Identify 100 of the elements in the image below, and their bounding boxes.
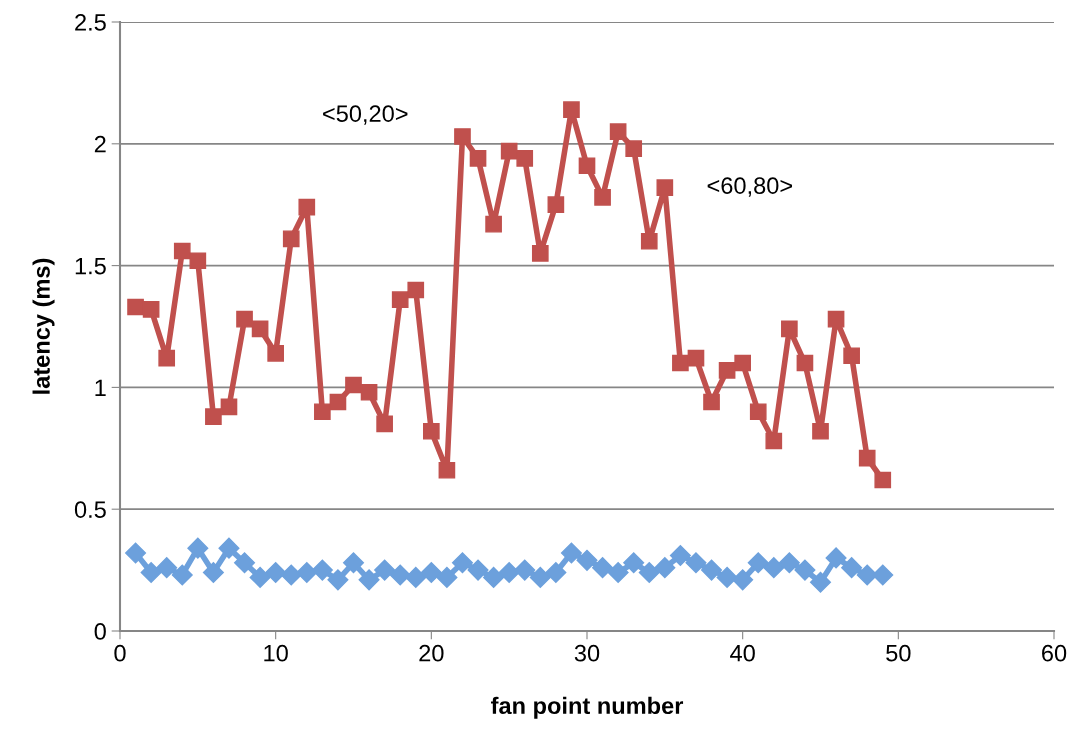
point [578,157,596,175]
annotation: <50,20> [323,105,408,125]
point [376,415,393,433]
y-tick-label: 1.5 [75,257,106,275]
x-tick-label: 50 [886,644,911,662]
point [327,569,349,591]
y-tick-label: 2 [94,135,106,153]
point [220,398,238,416]
point [389,564,411,586]
point [205,408,222,425]
point [249,566,271,588]
point [438,461,456,479]
y-tick-label: 2.5 [75,14,106,31]
point [765,432,783,450]
point [202,562,224,584]
point [514,559,536,581]
point [529,566,551,588]
point [607,562,629,584]
point [140,562,162,584]
point [173,242,191,260]
point [311,559,333,581]
point [127,298,144,316]
point [374,559,396,581]
point [843,347,860,365]
point [703,393,720,411]
y-tick-label: 1 [95,379,106,396]
x-tick-label: 60 [1042,644,1067,662]
point [296,562,318,584]
point [516,150,534,167]
x-tick-label: 40 [730,644,755,662]
point [763,557,785,579]
point [345,376,362,394]
point [358,569,380,591]
point [298,198,316,216]
point [280,564,302,586]
point [874,471,892,489]
point [187,537,209,559]
point [451,552,473,574]
point [422,422,440,440]
point [547,196,565,214]
point [545,562,567,584]
point [498,562,520,584]
y-axis-title: latency (ms) [32,258,55,394]
point [812,422,829,440]
point [778,552,800,574]
point [656,179,674,196]
point [391,291,409,309]
x-axis-title: fan point number [491,696,684,719]
point [405,566,427,588]
point [282,230,300,248]
point [576,549,598,571]
point [189,252,207,270]
point [609,123,627,140]
point [218,537,240,559]
point [314,403,331,421]
point [687,349,705,367]
point [454,128,471,145]
y-tick-label: 0 [94,623,106,640]
point [125,542,147,564]
point [858,449,876,467]
point [856,564,878,586]
point [640,232,658,250]
point [142,301,160,318]
point [563,101,580,119]
point [251,320,269,338]
annotation: <60,80> [707,177,793,197]
x-tick-label: 20 [419,644,444,662]
point [360,383,378,401]
point [841,557,863,579]
point [718,362,736,379]
point [872,564,894,586]
point [158,349,176,367]
point [420,562,442,584]
point [342,552,365,574]
point [747,552,769,574]
point [171,564,193,586]
point [234,552,256,574]
y-tick-label: 0.5 [74,501,106,518]
point [781,320,798,338]
point [594,189,611,206]
x-tick-label: 30 [574,644,600,662]
point [732,569,754,591]
point [669,544,691,566]
point [809,571,832,593]
point [825,547,847,569]
point [734,354,752,372]
point [827,310,845,328]
point [672,354,689,372]
point [625,140,643,158]
point [407,281,425,299]
x-tick-label: 0 [114,644,126,662]
point [685,552,707,574]
point [716,566,738,588]
point [469,150,487,167]
point [749,403,767,421]
point [623,552,645,574]
point [467,559,489,581]
point [267,344,285,362]
point [329,393,347,411]
point [485,215,502,233]
